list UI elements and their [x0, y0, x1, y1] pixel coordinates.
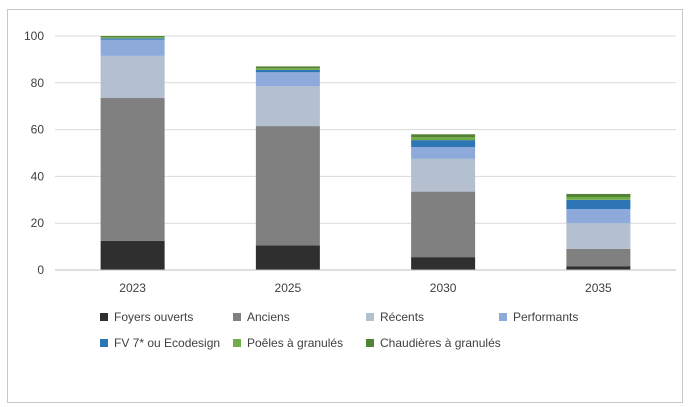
- bar-segment: [411, 140, 476, 148]
- x-tick-label: 2023: [119, 281, 146, 295]
- bar-segment: [255, 69, 320, 73]
- y-tick-label: 20: [31, 216, 45, 230]
- bar-segment: [100, 55, 165, 99]
- x-tick-label: 2030: [430, 281, 457, 295]
- bar-segment: [100, 98, 165, 241]
- y-axis-ticks: 0 20 40 60 80 100: [24, 29, 44, 277]
- legend-item: Poêles à granulés: [233, 336, 366, 350]
- legend-swatch: [366, 313, 374, 321]
- bar-segment: [255, 72, 320, 87]
- bar-segment: [255, 86, 320, 127]
- bar-segment: [411, 158, 476, 192]
- x-tick-label: 2035: [585, 281, 612, 295]
- legend-label: Poêles à granulés: [247, 336, 344, 350]
- x-axis-ticks: 2023 2025 2030 2035: [119, 281, 612, 295]
- bar-segment: [411, 137, 476, 141]
- legend-swatch: [100, 313, 108, 321]
- bar-segment: [100, 37, 165, 39]
- bar-segment: [100, 36, 165, 38]
- bar-segment: [566, 193, 631, 197]
- bar-segment: [255, 245, 320, 270]
- y-tick-label: 40: [31, 169, 45, 183]
- bar-segment: [100, 39, 165, 56]
- bar-segment: [566, 248, 631, 267]
- legend-swatch: [499, 313, 507, 321]
- legend-item: Chaudières à granulés: [366, 336, 501, 350]
- bar-stacks: [100, 36, 631, 270]
- bar-segment: [255, 126, 320, 246]
- y-tick-label: 0: [37, 263, 44, 277]
- bar-segment: [411, 134, 476, 138]
- bar-segment: [411, 191, 476, 258]
- bar-segment: [255, 68, 320, 70]
- legend-label: Foyers ouverts: [114, 310, 194, 324]
- bar-segment: [411, 147, 476, 159]
- bar-segment: [566, 223, 631, 249]
- x-tick-label: 2025: [275, 281, 302, 295]
- bar-segment: [100, 240, 165, 270]
- legend-swatch: [233, 339, 241, 347]
- legend-swatch: [233, 313, 241, 321]
- bar-segment: [566, 209, 631, 224]
- legend-label: FV 7* ou Ecodesign: [114, 336, 221, 350]
- bar-segment: [566, 199, 631, 210]
- bar-segment: [255, 66, 320, 69]
- legend-item: Performants: [499, 310, 639, 324]
- chart-legend: Foyers ouverts Anciens Récents Performants F…: [100, 310, 660, 350]
- legend-label: Récents: [380, 310, 425, 324]
- legend-item: Foyers ouverts: [100, 310, 233, 324]
- legend-swatch: [100, 339, 108, 347]
- legend-item: FV 7* ou Ecodesign: [100, 336, 233, 350]
- legend-item: Anciens: [233, 310, 366, 324]
- bar-segment: [566, 266, 631, 270]
- legend-label: Chaudières à granulés: [380, 336, 501, 350]
- legend-item: Récents: [366, 310, 499, 324]
- legend-label: Performants: [513, 310, 579, 324]
- legend-label: Anciens: [247, 310, 290, 324]
- y-tick-label: 60: [31, 123, 45, 137]
- y-tick-label: 80: [31, 76, 45, 90]
- legend-swatch: [366, 339, 374, 347]
- bar-segment: [100, 38, 165, 40]
- bar-segment: [411, 257, 476, 270]
- bar-segment: [566, 196, 631, 200]
- y-tick-label: 100: [24, 29, 44, 43]
